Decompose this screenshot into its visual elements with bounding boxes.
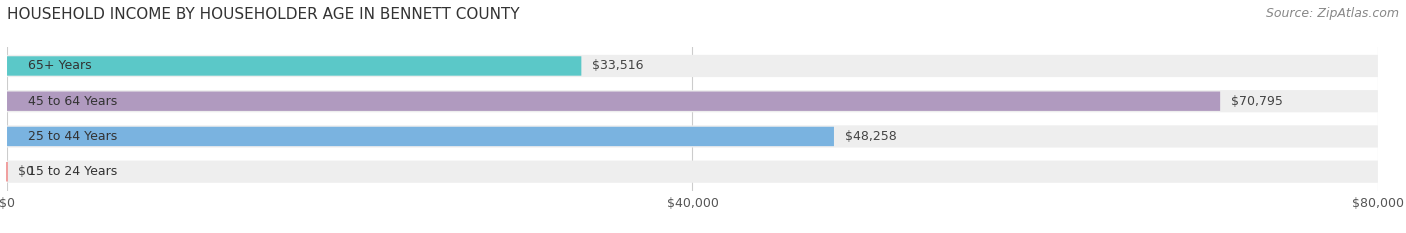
FancyBboxPatch shape	[7, 56, 581, 76]
Text: $48,258: $48,258	[845, 130, 897, 143]
Text: $70,795: $70,795	[1232, 95, 1284, 108]
Text: Source: ZipAtlas.com: Source: ZipAtlas.com	[1265, 7, 1399, 20]
Text: $33,516: $33,516	[592, 59, 644, 72]
FancyBboxPatch shape	[7, 55, 1378, 77]
Text: 65+ Years: 65+ Years	[28, 59, 91, 72]
Text: $0: $0	[18, 165, 34, 178]
FancyBboxPatch shape	[7, 127, 834, 146]
Text: HOUSEHOLD INCOME BY HOUSEHOLDER AGE IN BENNETT COUNTY: HOUSEHOLD INCOME BY HOUSEHOLDER AGE IN B…	[7, 7, 520, 22]
Text: 45 to 64 Years: 45 to 64 Years	[28, 95, 117, 108]
FancyBboxPatch shape	[7, 161, 1378, 183]
Text: 25 to 44 Years: 25 to 44 Years	[28, 130, 117, 143]
FancyBboxPatch shape	[7, 92, 1220, 111]
FancyBboxPatch shape	[7, 90, 1378, 112]
FancyBboxPatch shape	[7, 125, 1378, 147]
Text: 15 to 24 Years: 15 to 24 Years	[28, 165, 117, 178]
